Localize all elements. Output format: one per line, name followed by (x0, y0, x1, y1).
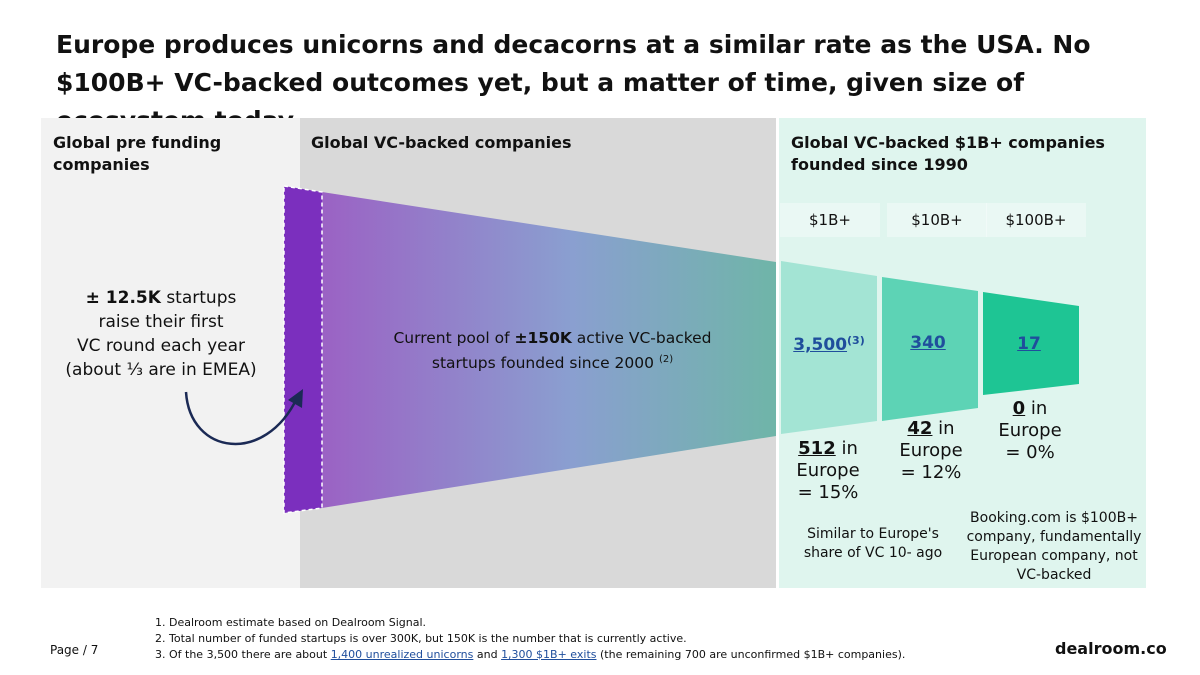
pre-funding-panel (41, 118, 300, 588)
note-booking: Booking.com is $100B+ company, fundament… (966, 510, 1142, 583)
europe-share-100b: 0 in Europe = 0% (998, 398, 1062, 463)
count-1b[interactable]: 3,500(3) (793, 334, 865, 355)
page-number: Page / 7 (50, 643, 99, 657)
unrealized-unicorns-link[interactable]: 1,400 unrealized unicorns (330, 648, 474, 661)
pre-funding-description: ± 12.5K startups raise their first VC ro… (65, 288, 257, 380)
category-1b: $1B+ (780, 203, 880, 237)
segment-100b (983, 292, 1079, 395)
arrow-head-icon (288, 389, 303, 408)
segment-10b (882, 277, 978, 421)
category-100b: $100B+ (986, 203, 1086, 237)
note-vc-share: Similar to Europe's share of VC 10- ago (803, 526, 943, 561)
new-startups-bar (283, 185, 323, 514)
flow-arrow (184, 391, 299, 446)
page-title: Europe produces unicorns and decacorns a… (56, 30, 1091, 135)
europe-share-10b: 42 in Europe = 12% (899, 418, 963, 483)
billion-exits-link[interactable]: 1,300 $1B+ exits (501, 648, 597, 661)
segment-1b (781, 261, 877, 434)
billion-companies-header: Global VC-backed $1B+ companies founded … (791, 133, 1105, 174)
vc-pool-funnel (322, 192, 776, 508)
brand-logo: dealroom.co (1055, 639, 1167, 658)
count-100b[interactable]: 17 (1017, 334, 1041, 354)
count-10b[interactable]: 340 (910, 333, 946, 353)
pre-funding-header: Global pre funding companies (53, 133, 222, 174)
vc-backed-header: Global VC-backed companies (311, 133, 572, 152)
footnotes: 1. Dealroom estimate based on Dealroom S… (155, 616, 906, 661)
europe-share-1b: 512 in Europe = 15% (796, 438, 860, 503)
category-10b: $10B+ (887, 203, 987, 237)
startup-count: ± 12.5K (85, 288, 161, 308)
vc-pool-description: Current pool of ±150K active VC-backed s… (393, 329, 712, 373)
